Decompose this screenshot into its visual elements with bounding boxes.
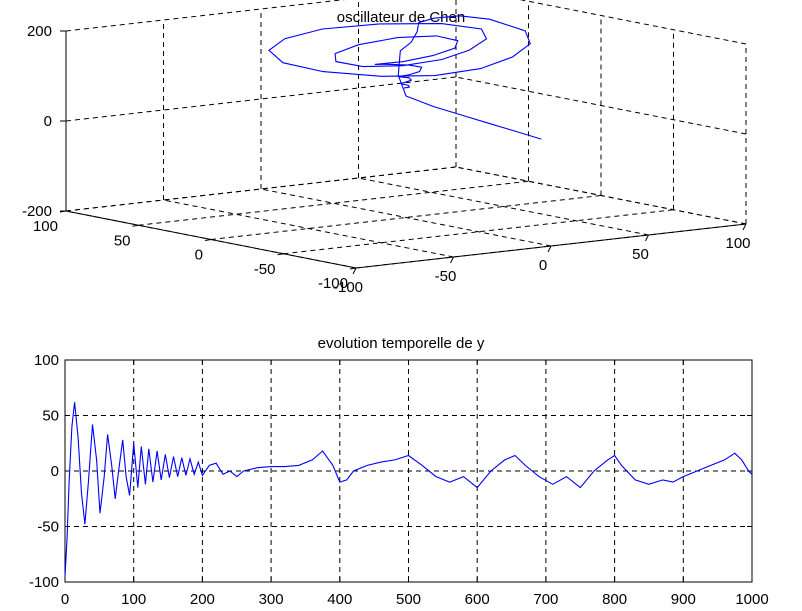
x-tick-mark-3d-2	[547, 245, 552, 253]
grid-backwall-z-2	[65, 0, 346, 32]
x-tick-label-2d-0: 0	[61, 591, 69, 608]
tick-labels-2d: 0 100 200 300 400 500 600 700 800 900 1000 -100 -50 0…	[29, 352, 769, 608]
grid-backwall-z-0	[65, 166, 457, 212]
y-tick-label-3d-3: 50	[114, 232, 131, 249]
grid-backwall-z-1	[65, 76, 457, 122]
x-tick-mark-3d-3	[645, 234, 649, 242]
grid-sidewall-z-2	[519, 0, 747, 45]
y-tick-mark-3d-1	[277, 253, 284, 256]
series-line-2d-0	[64, 402, 753, 577]
grid-floor-y-2	[210, 195, 602, 240]
series-line-3d-0	[268, 15, 542, 140]
x-tick-label-2d-6: 600	[465, 591, 490, 608]
x-tick-label-2d-4: 400	[327, 591, 352, 608]
x-tick-label-3d-1: -50	[435, 268, 457, 285]
series-3d	[268, 15, 542, 140]
grid-2d	[64, 359, 753, 583]
grid-floor-y-3	[138, 180, 529, 226]
y-tick-label-2d-3: 50	[42, 408, 59, 425]
z-tick-label-3d-2: 200	[27, 23, 52, 40]
z-tick-label-3d-0: -200	[22, 203, 52, 220]
x-tick-label-3d-3: 50	[632, 246, 649, 263]
x-tick-mark-3d-0	[352, 267, 357, 275]
y-tick-label-2d-4: 100	[34, 352, 59, 369]
series-2d	[64, 402, 753, 577]
chart-title-3d: oscillateur de Chen	[337, 9, 465, 26]
z-tick-label-3d-1: 0	[44, 113, 52, 130]
x-tick-label-2d-7: 700	[533, 591, 558, 608]
y-tick-label-3d-0: -100	[318, 275, 348, 292]
y-tick-mark-3d-3	[132, 224, 139, 227]
x-tick-label-3d-0: -100	[333, 279, 363, 296]
x-tick-label-2d-10: 1000	[735, 591, 768, 608]
time-evolution-plot: evolution temporelle de y 0 100 200 300 400 5…	[29, 335, 769, 608]
y-tick-label-3d-4: 100	[33, 218, 58, 235]
grid-floor-x-2	[260, 188, 552, 247]
x-tick-label-2d-8: 800	[602, 591, 627, 608]
chart-title-2d: evolution temporelle de y	[318, 335, 485, 352]
x-tick-label-2d-1: 100	[121, 591, 146, 608]
y-tick-mark-3d-0	[349, 267, 357, 270]
x-tick-label-2d-9: 900	[671, 591, 696, 608]
y-tick-label-2d-0: -100	[29, 574, 59, 591]
grid-sidewall-z-0	[455, 166, 747, 225]
grid-floor-x-3	[358, 177, 649, 236]
y-tick-label-3d-1: -50	[254, 261, 276, 278]
y-tick-label-2d-2: 0	[51, 463, 59, 480]
y-tick-mark-3d-2	[204, 239, 212, 241]
x-tick-label-2d-5: 500	[396, 591, 421, 608]
x-tick-label-3d-2: 0	[539, 257, 547, 274]
x-tick-mark-3d-1	[450, 256, 454, 264]
grid-floor-y-1	[283, 209, 674, 255]
grid-sidewall-z-1	[455, 76, 747, 135]
chen-3d-plot: oscillateur de Chen -100 -50 0 50 100 -100 -50…	[22, 0, 751, 296]
y-tick-label-2d-1: -50	[37, 519, 59, 536]
y-tick-label-3d-2: 0	[195, 247, 203, 264]
x-tick-label-2d-3: 300	[259, 591, 284, 608]
x-tick-label-3d-4: 100	[725, 235, 750, 252]
grid-3d	[65, 0, 747, 269]
grid-floor-x-1	[163, 199, 454, 258]
axes-3d	[59, 30, 747, 275]
x-tick-label-2d-2: 200	[190, 591, 215, 608]
x-tick-mark-3d-4	[742, 223, 747, 231]
